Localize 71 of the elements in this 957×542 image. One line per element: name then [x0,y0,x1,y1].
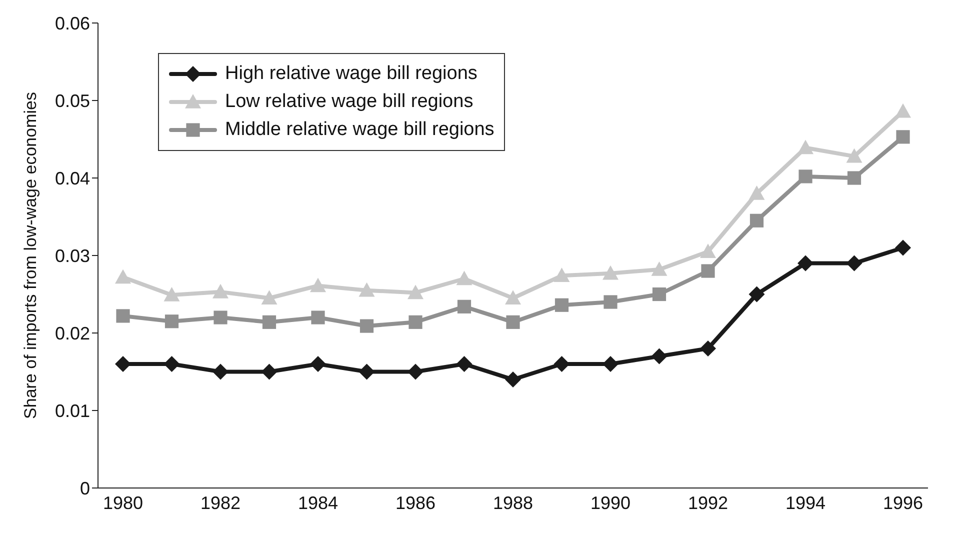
legend-label: High relative wage bill regions [225,63,478,85]
point [360,319,374,333]
point [700,340,716,356]
point [212,364,228,380]
point [115,269,131,284]
point [798,255,814,272]
point [212,284,228,298]
y-tick-label: 0.06 [54,13,90,34]
point [408,315,422,329]
x-tick-label: 1980 [102,492,144,513]
point [164,287,180,302]
point [358,282,375,297]
x-tick-label: 1984 [298,492,338,513]
point [700,244,716,258]
point [602,356,618,372]
point [214,310,228,324]
y-tick-label: 0.02 [54,323,90,344]
x-tick-label: 1986 [395,492,436,513]
point [506,315,520,329]
y-tick-label: 0.01 [54,400,90,421]
point [604,295,618,309]
point [651,348,668,364]
legend-label: Low relative wage bill regions [225,91,474,113]
point [798,140,814,154]
point [554,268,570,282]
point [311,310,325,324]
point [748,186,765,200]
legend-label: Middle relative wage bill regions [225,119,494,141]
point [505,290,521,305]
y-tick-label: 0.05 [54,90,90,111]
x-tick-label: 1996 [882,492,924,513]
point [116,309,130,323]
point [846,255,862,272]
y-axis-title: Share of imports from low-wage economies [21,92,40,419]
point [456,270,472,286]
point [750,214,764,228]
point [701,264,715,278]
point [408,284,424,300]
point [602,265,618,280]
x-tick-label: 1992 [688,492,728,513]
x-tick-label: 1994 [785,492,826,513]
point [164,356,180,372]
point [846,148,862,163]
point [651,261,668,276]
point [554,298,569,312]
point [164,314,179,328]
point [115,356,131,372]
point [895,103,911,118]
point [408,364,424,380]
x-tick-label: 1982 [200,492,241,513]
point [310,356,326,372]
y-tick-label: 0.03 [54,246,90,266]
point [457,300,472,314]
point [895,240,911,256]
y-tick-label: 0 [80,478,90,498]
x-tick-label: 1988 [492,492,534,513]
y-tick-label: 0.04 [54,168,90,188]
point [358,364,375,380]
point [261,290,278,305]
point [554,356,570,372]
point [505,372,521,388]
point [748,286,765,302]
point [261,364,278,380]
point [798,170,812,184]
point [847,171,862,185]
point [652,287,666,302]
point [310,278,326,292]
point [896,130,910,144]
point [262,315,276,329]
point [456,356,472,372]
x-tick-label: 1990 [590,492,631,513]
